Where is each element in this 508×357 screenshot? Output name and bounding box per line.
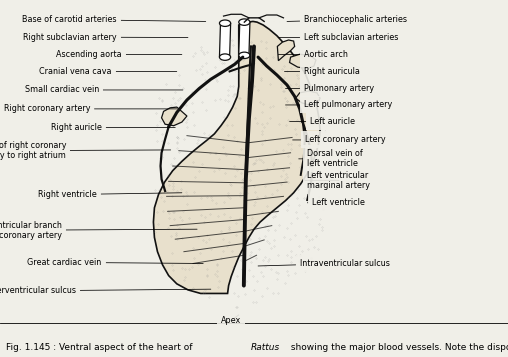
Polygon shape (296, 91, 320, 105)
Text: Branch of right coronary
artery to right atrium: Branch of right coronary artery to right… (0, 141, 171, 160)
Text: Right ventricle: Right ventricle (38, 190, 182, 199)
Text: Right auricula: Right auricula (284, 67, 360, 76)
Text: Right subclavian artery: Right subclavian artery (23, 32, 188, 42)
Text: Left pulmonary artery: Left pulmonary artery (285, 100, 392, 110)
Ellipse shape (219, 54, 231, 60)
Polygon shape (162, 107, 187, 126)
Text: Right coronary artery: Right coronary artery (4, 104, 177, 114)
Text: Apex: Apex (221, 315, 241, 325)
Text: Ascending aorta: Ascending aorta (56, 50, 182, 59)
Text: Right auricle: Right auricle (51, 123, 175, 132)
Text: Intraventricular sulcus: Intraventricular sulcus (258, 259, 390, 268)
Text: Left coronary artery: Left coronary artery (293, 135, 386, 145)
Text: Rattus: Rattus (250, 343, 280, 352)
Text: Fig. 1.145 : Ventral aspect of the heart of: Fig. 1.145 : Ventral aspect of the heart… (6, 343, 196, 352)
Text: Branchiocephalic arteries: Branchiocephalic arteries (287, 15, 407, 24)
Polygon shape (219, 23, 231, 57)
Polygon shape (290, 54, 316, 69)
Ellipse shape (239, 52, 250, 59)
Polygon shape (153, 21, 320, 293)
Polygon shape (239, 22, 250, 55)
Text: Left ventricle: Left ventricle (307, 198, 365, 207)
Text: Great cardiac vein: Great cardiac vein (27, 258, 203, 267)
Ellipse shape (219, 20, 231, 26)
Text: Base of carotid arteries: Base of carotid arteries (22, 15, 206, 24)
Text: Small cardiac vein: Small cardiac vein (25, 85, 183, 95)
Ellipse shape (239, 19, 250, 25)
Text: Aortic arch: Aortic arch (278, 50, 347, 59)
Text: Ventral interventricular sulcus: Ventral interventricular sulcus (0, 286, 211, 296)
Text: Interventricular branch
of left coronary artery: Interventricular branch of left coronary… (0, 221, 197, 240)
Text: Pulmonary artery: Pulmonary artery (285, 84, 374, 93)
Text: Dorsal vein of
left ventricle: Dorsal vein of left ventricle (299, 149, 363, 168)
Text: Left subclavian arteries: Left subclavian arteries (278, 32, 398, 42)
Text: Left auricle: Left auricle (290, 117, 355, 126)
Polygon shape (277, 40, 295, 61)
Text: Left ventricular
marginal artery: Left ventricular marginal artery (305, 171, 370, 190)
Text: showing the major blood vessels. Note the disposition of coronary: showing the major blood vessels. Note th… (288, 343, 508, 352)
Text: Cranial vena cava: Cranial vena cava (39, 67, 177, 76)
